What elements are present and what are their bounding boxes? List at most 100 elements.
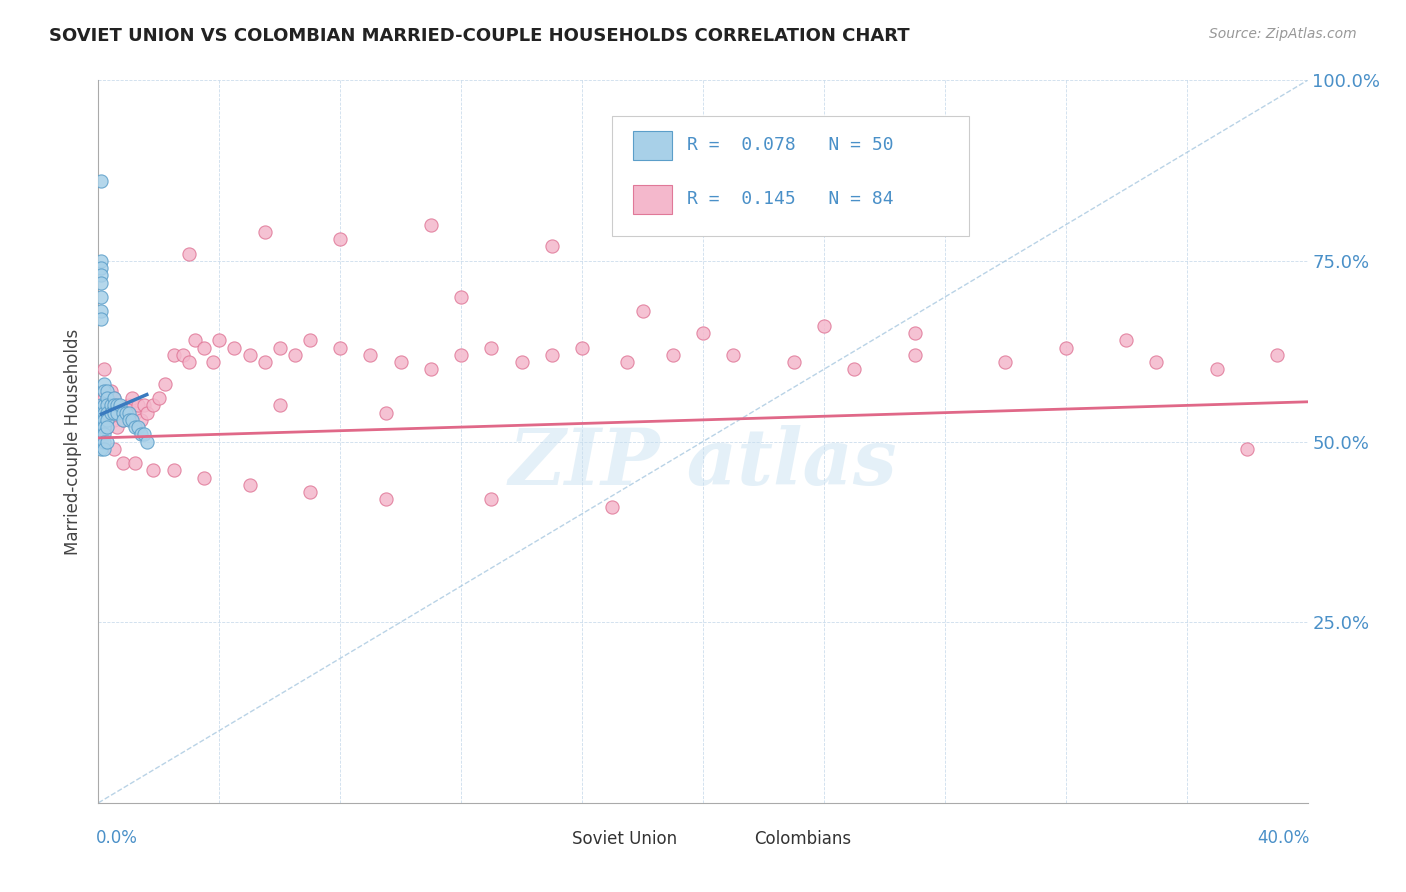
Point [90, 276, 112, 290]
Point [692, 326, 714, 340]
FancyBboxPatch shape [540, 830, 567, 851]
Point [111, 413, 134, 427]
Point [93, 420, 115, 434]
Point [105, 398, 128, 412]
Point [90, 174, 112, 188]
Point [100, 384, 122, 398]
Point [135, 406, 157, 420]
Point [105, 398, 128, 412]
Point [179, 355, 201, 369]
Point [329, 232, 352, 246]
Point [1054, 341, 1077, 355]
Point [93, 406, 115, 420]
Text: 40.0%: 40.0% [1257, 829, 1310, 847]
Point [90, 304, 112, 318]
Point [481, 341, 503, 355]
Point [100, 398, 122, 412]
Point [374, 406, 396, 420]
Point [172, 348, 194, 362]
Point [904, 326, 927, 340]
Point [93, 376, 115, 391]
Point [90, 261, 112, 276]
Point [90, 434, 112, 449]
Point [329, 341, 352, 355]
Y-axis label: Married-couple Households: Married-couple Households [65, 328, 83, 555]
Point [540, 239, 562, 253]
Point [90, 420, 112, 434]
Point [129, 413, 152, 427]
Point [90, 253, 112, 268]
Text: Source: ZipAtlas.com: Source: ZipAtlas.com [1209, 27, 1357, 41]
Point [253, 225, 276, 239]
Point [111, 406, 134, 420]
Point [571, 341, 593, 355]
Text: 0.0%: 0.0% [96, 829, 138, 847]
Point [121, 391, 143, 405]
Point [153, 376, 176, 391]
Point [299, 334, 322, 348]
Point [127, 398, 149, 412]
Point [163, 463, 186, 477]
Text: ZIP atlas: ZIP atlas [509, 425, 897, 501]
Point [90, 413, 112, 427]
Point [540, 348, 562, 362]
Point [108, 406, 131, 420]
Point [96, 398, 118, 412]
Point [105, 420, 128, 434]
Point [269, 341, 291, 355]
Point [813, 318, 835, 333]
Point [124, 456, 146, 470]
Point [96, 420, 118, 434]
Point [450, 290, 472, 304]
Point [93, 427, 115, 442]
Point [284, 348, 307, 362]
Point [103, 391, 125, 405]
Point [90, 420, 112, 434]
Point [93, 384, 115, 398]
Point [90, 311, 112, 326]
Point [420, 218, 443, 232]
Point [96, 434, 118, 449]
Point [90, 434, 112, 449]
Point [239, 348, 262, 362]
Point [96, 398, 118, 412]
Point [103, 398, 125, 412]
Point [93, 442, 115, 456]
Point [420, 362, 443, 376]
Point [103, 413, 125, 427]
Point [360, 348, 382, 362]
Point [93, 362, 115, 376]
Point [389, 355, 412, 369]
FancyBboxPatch shape [613, 117, 969, 235]
Point [114, 406, 136, 420]
Point [142, 398, 165, 412]
Point [108, 398, 131, 412]
Point [132, 427, 155, 442]
Point [299, 485, 322, 500]
Point [239, 478, 262, 492]
Point [90, 442, 112, 456]
Point [148, 391, 170, 405]
FancyBboxPatch shape [633, 131, 672, 160]
Point [510, 355, 533, 369]
Point [450, 348, 472, 362]
Point [723, 348, 745, 362]
Point [374, 492, 396, 507]
Point [129, 427, 152, 442]
Point [111, 413, 134, 427]
Text: Colombians: Colombians [754, 830, 851, 848]
Point [269, 398, 291, 412]
Point [661, 348, 683, 362]
Text: R =  0.145   N = 84: R = 0.145 N = 84 [688, 191, 894, 209]
Point [90, 406, 112, 420]
Point [93, 413, 115, 427]
Point [631, 304, 654, 318]
Point [118, 406, 141, 420]
Point [118, 413, 141, 427]
Point [202, 355, 225, 369]
FancyBboxPatch shape [721, 830, 748, 851]
Point [124, 420, 146, 434]
Point [1236, 442, 1258, 456]
Point [96, 391, 118, 405]
Point [481, 492, 503, 507]
